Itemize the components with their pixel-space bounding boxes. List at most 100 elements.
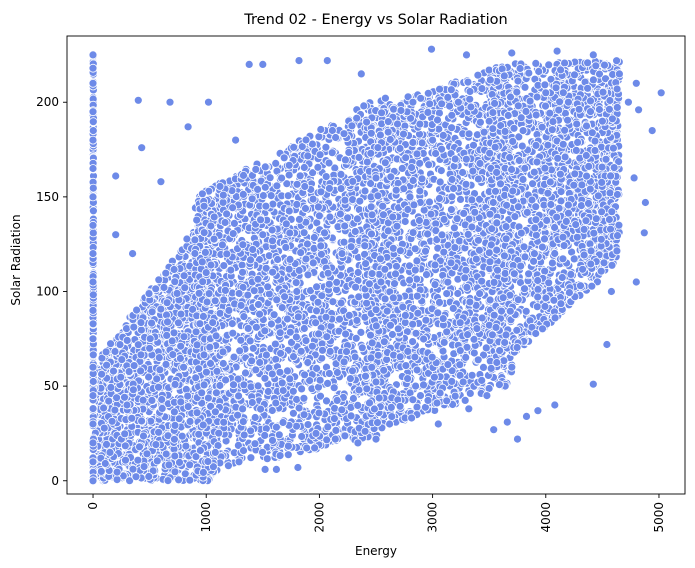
data-point	[218, 359, 228, 368]
data-point	[219, 417, 229, 427]
data-point	[275, 367, 285, 377]
data-point	[200, 247, 210, 257]
data-point	[176, 309, 186, 319]
data-point	[128, 385, 138, 395]
data-point	[97, 369, 106, 379]
data-point	[275, 328, 285, 338]
data-point	[210, 296, 220, 306]
data-point	[260, 182, 270, 192]
data-point	[339, 129, 349, 139]
data-point	[170, 379, 180, 389]
data-point	[311, 318, 321, 328]
data-point	[169, 434, 179, 444]
data-point	[341, 329, 351, 339]
data-point	[161, 449, 171, 459]
data-point	[152, 374, 162, 384]
data-point	[223, 461, 233, 471]
data-point	[251, 322, 261, 332]
data-point	[303, 420, 313, 430]
data-point	[283, 450, 293, 460]
data-point	[343, 213, 353, 223]
data-point	[209, 234, 219, 244]
data-point	[359, 101, 369, 111]
data-point	[205, 342, 215, 352]
data-point	[218, 190, 228, 200]
data-point	[217, 240, 227, 250]
data-point	[122, 335, 132, 345]
data-point	[284, 170, 294, 180]
data-point	[267, 369, 277, 379]
data-point	[276, 348, 286, 358]
data-point	[308, 194, 318, 204]
data-point	[124, 367, 134, 377]
data-point	[168, 350, 178, 360]
data-point	[258, 191, 268, 201]
data-point	[243, 323, 253, 333]
data-point	[206, 359, 215, 368]
data-point	[222, 249, 232, 259]
data-point	[142, 449, 152, 459]
data-point	[195, 319, 205, 329]
data-point	[348, 394, 358, 403]
data-point	[241, 368, 250, 378]
data-point	[303, 151, 313, 161]
data-point	[115, 340, 125, 350]
data-point	[234, 289, 244, 298]
data-point	[353, 400, 363, 410]
data-point	[159, 283, 169, 292]
data-point	[336, 169, 346, 179]
data-point	[170, 467, 180, 477]
data-point	[301, 204, 310, 213]
data-point	[220, 218, 230, 227]
data-point	[299, 324, 309, 333]
data-point	[267, 406, 277, 415]
data-point	[112, 467, 122, 477]
data-point	[352, 315, 362, 325]
data-point	[292, 199, 302, 209]
data-point	[282, 314, 292, 324]
data-point	[144, 372, 154, 382]
data-point	[219, 261, 229, 271]
data-point	[238, 267, 248, 277]
data-point	[277, 173, 287, 183]
data-point	[296, 248, 306, 258]
data-point	[294, 403, 304, 413]
data-point	[236, 335, 246, 345]
data-point	[281, 219, 291, 229]
data-point	[263, 282, 273, 292]
data-point	[183, 391, 193, 401]
data-point	[316, 249, 326, 259]
data-point	[288, 386, 298, 396]
data-point	[129, 322, 139, 332]
data-point	[255, 358, 265, 367]
data-point	[194, 364, 204, 374]
data-point	[208, 318, 218, 328]
data-point	[122, 324, 131, 334]
data-point	[285, 228, 295, 238]
data-point	[110, 405, 120, 415]
data-point	[117, 355, 127, 365]
data-point	[164, 460, 174, 470]
data-point	[170, 420, 180, 430]
data-point	[352, 113, 362, 123]
data-point	[301, 135, 311, 145]
data-point	[226, 265, 236, 275]
data-point	[136, 318, 146, 328]
data-point	[131, 472, 141, 482]
data-point	[229, 352, 239, 362]
data-point	[99, 423, 109, 433]
data-point	[282, 366, 292, 376]
data-point	[247, 356, 257, 366]
data-point	[218, 347, 228, 357]
data-point	[285, 374, 295, 384]
data-point	[253, 381, 263, 391]
data-point	[154, 427, 164, 437]
data-point	[147, 395, 157, 405]
data-point	[260, 430, 270, 440]
data-point	[192, 408, 202, 418]
data-point	[313, 202, 323, 212]
data-point	[180, 283, 190, 293]
data-point	[315, 150, 325, 160]
data-point	[250, 413, 260, 422]
data-point	[291, 332, 301, 342]
